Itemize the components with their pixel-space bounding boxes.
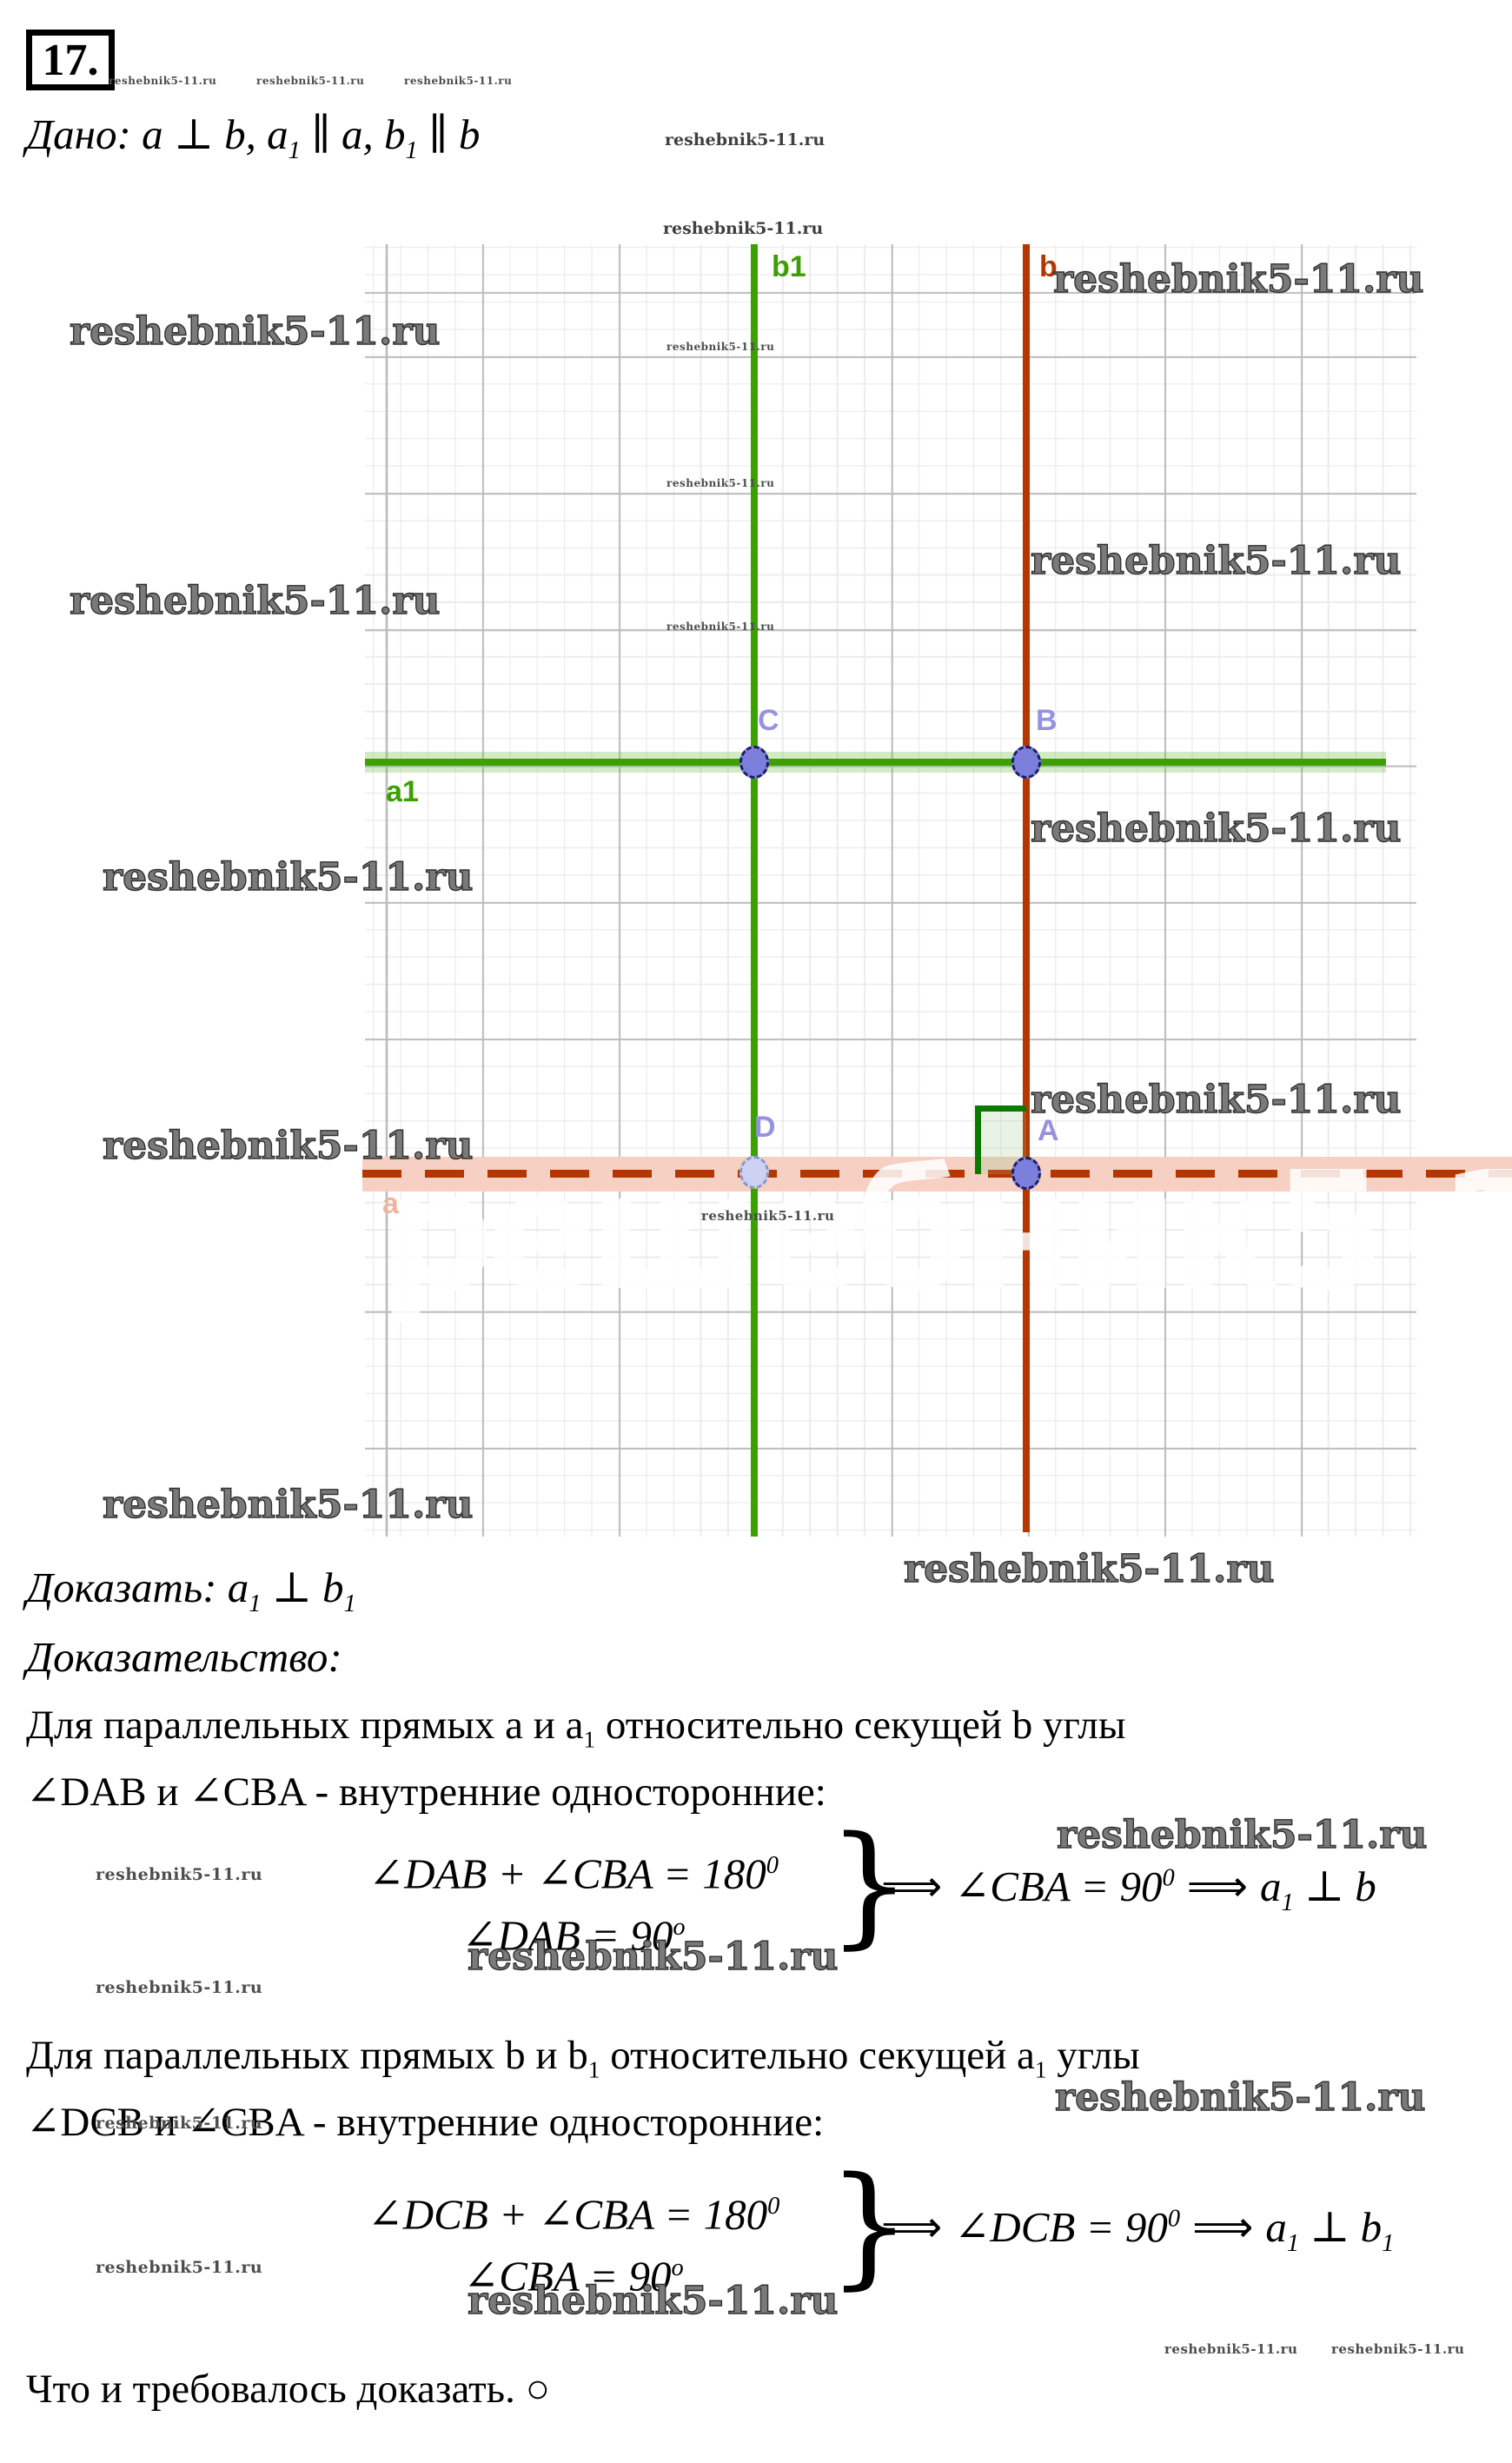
- paragraph1-line2: ∠DAB и ∠CBA - внутренние односторонние:: [26, 1769, 826, 1815]
- equation2-brace: }: [827, 2148, 912, 2302]
- given-line: Дано: a ⊥ b, a1 ∥ a, b1 ∥ b: [26, 110, 481, 164]
- watermark-text: reshebnik5-11.ru: [1331, 2341, 1465, 2357]
- watermark-text: reshebnik5-11.ru: [1030, 1077, 1402, 1122]
- qed-line: Что и требовалось доказать. ○: [26, 2367, 550, 2412]
- watermark-text: reshebnik5-11.ru: [96, 2114, 263, 2133]
- equation2-top: ∠DCB + ∠CBA = 1800: [367, 2190, 780, 2239]
- label-point-A: A: [1038, 1114, 1059, 1147]
- label-line-b: b: [1039, 250, 1058, 283]
- paragraph2-line1: Для параллельных прямых b и b1 относител…: [26, 2033, 1140, 2083]
- proof-heading: Доказательство:: [26, 1633, 342, 1681]
- watermark-text: reshebnik5-11.ru: [903, 1546, 1275, 1591]
- problem-number: 17.: [42, 35, 99, 85]
- point-C: [739, 746, 769, 779]
- watermark-text: reshebnik5-11.ru: [109, 75, 217, 87]
- watermark-text: reshebnik5-11.ru: [467, 1934, 839, 1979]
- line-b1: [751, 244, 758, 1537]
- watermark-text: reshebnik5-11.ru: [1164, 2341, 1298, 2357]
- equation1-result: ⟹ ∠CBA = 900 ⟹ a1 ⊥ b: [881, 1862, 1376, 1916]
- label-line-a: a: [382, 1187, 399, 1220]
- watermark-text: reshebnik5-11.ru: [1030, 806, 1402, 851]
- equation1-system: ∠DAB + ∠CBA = 1800 ∠DAB = 90o: [304, 1839, 843, 1963]
- paragraph2-line2: ∠DCB и ∠CBA - внутренние односторонние:: [26, 2100, 825, 2145]
- line-b: [1023, 244, 1030, 1532]
- watermark-text: reshebnik5-11.ru: [69, 309, 441, 354]
- watermark-text: reshebnik5-11.ru: [1056, 1812, 1428, 1857]
- given-label: Дано:: [26, 110, 131, 158]
- watermark-text: reshebnik5-11.ru: [467, 2278, 839, 2323]
- watermark-text: reshebnik5-11.ru: [96, 1978, 263, 1997]
- label-line-b1: b1: [772, 250, 806, 283]
- watermark-text: reshebnik5-11.ru: [102, 854, 474, 900]
- line-a-dashed: [362, 1170, 1512, 1178]
- diagram-grid: [365, 244, 1416, 1537]
- watermark-text: reshebnik5-11.ru: [96, 2258, 263, 2277]
- watermark-text: reshebnik5-11.ru: [666, 621, 775, 633]
- point-D: [739, 1156, 769, 1189]
- watermark-text: reshebnik5-11.ru: [404, 75, 513, 87]
- watermark-text: reshebnik5-11.ru: [256, 75, 365, 87]
- watermark-text: reshebnik5-11.ru: [1030, 538, 1402, 583]
- label-point-C: C: [758, 704, 779, 737]
- equation1-bottom: ∠DAB = 90o: [461, 1911, 686, 1960]
- watermark-text: reshebnik5-11.ru: [102, 1482, 474, 1527]
- label-point-D: D: [754, 1111, 776, 1144]
- line-a1: [365, 759, 1386, 766]
- equation2-bottom: ∠CBA = 90o: [463, 2252, 684, 2300]
- equation2-system: ∠DCB + ∠CBA = 1800 ∠CBA = 90o: [304, 2180, 843, 2304]
- paragraph1-line1: Для параллельных прямых a и a1 относител…: [26, 1703, 1126, 1753]
- equation1-brace: }: [827, 1808, 912, 1962]
- watermark-text: reshebnik5-11.ru: [666, 477, 775, 489]
- label-point-B: B: [1036, 704, 1058, 737]
- watermark-text: reshebnik5-11.ru: [1052, 256, 1424, 302]
- point-B: [1011, 746, 1041, 779]
- watermark-text: reshebnik5-11.ru: [701, 1208, 835, 1224]
- watermark-text: reshebnik5-11.ru: [1054, 2075, 1426, 2120]
- watermark-text: reshebnik5-11.ru: [102, 1123, 474, 1168]
- equation2-result: ⟹ ∠DCB = 900 ⟹ a1 ⊥ b1: [881, 2202, 1395, 2257]
- watermark-text: reshebnik5-11.ru: [663, 219, 824, 238]
- problem-number-box: 17.: [26, 30, 115, 90]
- watermark-overlay-large: решебник5-11.ру: [378, 1145, 1512, 1327]
- watermark-text: reshebnik5-11.ru: [666, 341, 775, 353]
- watermark-text: reshebnik5-11.ru: [665, 130, 826, 149]
- prove-line: Доказать: a1 ⊥ b1: [26, 1563, 356, 1617]
- point-A: [1011, 1157, 1041, 1190]
- watermark-text: reshebnik5-11.ru: [96, 1865, 263, 1884]
- prove-label: Доказать:: [26, 1563, 217, 1611]
- label-line-a1: a1: [386, 775, 419, 808]
- watermark-text: reshebnik5-11.ru: [69, 578, 441, 623]
- equation1-top: ∠DAB + ∠CBA = 1800: [368, 1849, 779, 1898]
